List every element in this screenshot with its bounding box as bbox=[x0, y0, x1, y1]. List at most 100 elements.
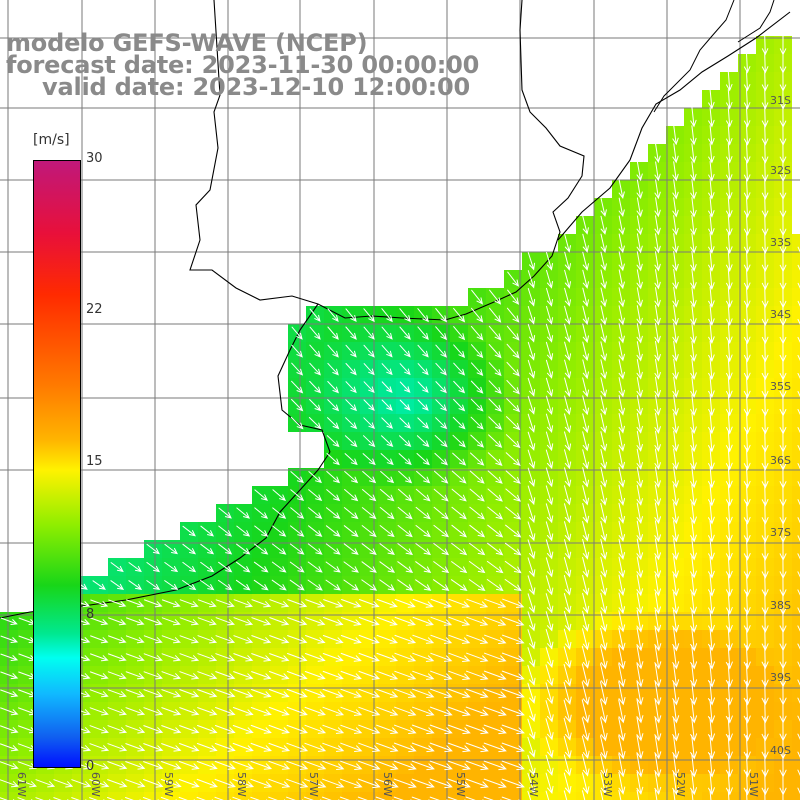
wind-arrow bbox=[618, 592, 626, 615]
lat-tick-label: 33S bbox=[770, 236, 791, 249]
wind-arrow bbox=[527, 790, 532, 800]
wind-arrow bbox=[708, 394, 715, 417]
wind-arrow bbox=[488, 434, 503, 448]
wind-arrow bbox=[488, 380, 502, 395]
wind-arrow bbox=[397, 543, 414, 556]
wind-arrow bbox=[545, 790, 550, 800]
wind-arrow bbox=[743, 627, 751, 652]
wind-arrow bbox=[417, 381, 429, 393]
wind-arrow bbox=[340, 742, 363, 752]
wind-arrow bbox=[654, 340, 661, 362]
wind-arrow bbox=[411, 742, 435, 753]
wind-arrow bbox=[483, 796, 502, 800]
wind-arrow bbox=[393, 760, 417, 771]
wind-arrow bbox=[89, 689, 109, 698]
wind-arrow bbox=[726, 232, 733, 254]
wind-arrow bbox=[797, 733, 800, 740]
wind-cell bbox=[792, 342, 800, 360]
wind-arrow bbox=[430, 670, 453, 680]
wind-arrow bbox=[375, 760, 399, 771]
wind-arrow bbox=[761, 447, 769, 471]
wind-cell bbox=[54, 792, 72, 800]
wind-arrow bbox=[178, 779, 200, 788]
wind-arrow bbox=[743, 124, 751, 146]
wind-arrow bbox=[761, 232, 769, 255]
wind-arrow bbox=[527, 377, 536, 397]
colorbar-tick-0: 0 bbox=[86, 759, 95, 774]
wind-arrow bbox=[564, 485, 572, 506]
wind-arrow bbox=[483, 688, 507, 699]
wind-arrow bbox=[563, 772, 572, 795]
wind-arrow bbox=[636, 520, 643, 543]
wind-arrow bbox=[397, 488, 413, 502]
wind-arrow bbox=[636, 197, 643, 218]
wind-arrow bbox=[743, 681, 751, 706]
wind-arrow bbox=[308, 525, 323, 537]
wind-cell bbox=[612, 792, 630, 800]
wind-arrow bbox=[304, 724, 327, 734]
wind-arrow bbox=[725, 520, 733, 543]
wind-arrow bbox=[725, 555, 733, 579]
wind-arrow bbox=[636, 448, 643, 470]
wind-arrow bbox=[797, 553, 800, 560]
wind-arrow bbox=[726, 89, 733, 110]
wind-arrow bbox=[636, 233, 643, 254]
wind-cell bbox=[558, 792, 576, 800]
wind-arrow bbox=[179, 599, 199, 608]
wind-arrow bbox=[618, 215, 625, 236]
wind-cell bbox=[792, 540, 800, 558]
wind-arrow bbox=[743, 71, 751, 92]
wind-arrow bbox=[128, 562, 142, 573]
wind-arrow bbox=[214, 743, 236, 752]
wind-arrow bbox=[179, 725, 200, 734]
wind-arrow bbox=[483, 670, 507, 681]
wind-arrow bbox=[797, 373, 800, 379]
wind-arrow bbox=[254, 507, 269, 519]
wind-arrow bbox=[725, 502, 733, 525]
wind-arrow bbox=[107, 779, 128, 788]
wind-arrow bbox=[636, 484, 643, 506]
wind-arrow bbox=[466, 598, 489, 608]
wind-arrow bbox=[527, 629, 536, 650]
wind-arrow bbox=[725, 681, 733, 706]
wind-arrow bbox=[672, 143, 679, 164]
wind-arrow bbox=[582, 287, 589, 308]
wind-arrow bbox=[291, 362, 304, 376]
wind-cell bbox=[792, 234, 800, 252]
wind-arrow bbox=[564, 287, 571, 307]
wind-arrow bbox=[358, 599, 380, 608]
wind-cell bbox=[792, 324, 800, 342]
wind-arrow bbox=[761, 322, 769, 345]
wind-arrow bbox=[654, 143, 661, 164]
wind-arrow bbox=[357, 778, 381, 789]
wind-arrow bbox=[600, 323, 607, 344]
wind-arrow bbox=[470, 398, 484, 412]
wind-cell bbox=[792, 306, 800, 324]
wind-arrow bbox=[146, 543, 160, 555]
wind-arrow bbox=[600, 699, 608, 724]
wind-arrow bbox=[797, 499, 800, 506]
wind-arrow bbox=[196, 743, 218, 752]
wind-arrow bbox=[452, 416, 466, 430]
wind-arrow bbox=[470, 434, 485, 448]
wind-arrow bbox=[0, 761, 19, 770]
wind-arrow bbox=[110, 562, 124, 573]
wind-arrow bbox=[636, 645, 644, 670]
wind-arrow bbox=[654, 484, 661, 507]
wind-arrow bbox=[743, 663, 751, 688]
wind-arrow bbox=[340, 635, 362, 644]
wind-arrow bbox=[672, 394, 679, 416]
wind-arrow bbox=[448, 616, 471, 626]
wind-arrow bbox=[465, 778, 489, 789]
wind-arrow bbox=[672, 197, 679, 218]
wind-arrow bbox=[399, 326, 411, 340]
wind-arrow bbox=[160, 796, 177, 800]
wind-arrow bbox=[486, 560, 504, 574]
wind-arrow bbox=[232, 725, 254, 734]
wind-arrow bbox=[253, 579, 269, 591]
wind-arrow bbox=[506, 361, 520, 377]
wind-arrow bbox=[344, 435, 358, 448]
wind-arrow bbox=[797, 607, 800, 614]
wind-cell bbox=[792, 432, 800, 450]
wind-arrow bbox=[340, 778, 363, 788]
